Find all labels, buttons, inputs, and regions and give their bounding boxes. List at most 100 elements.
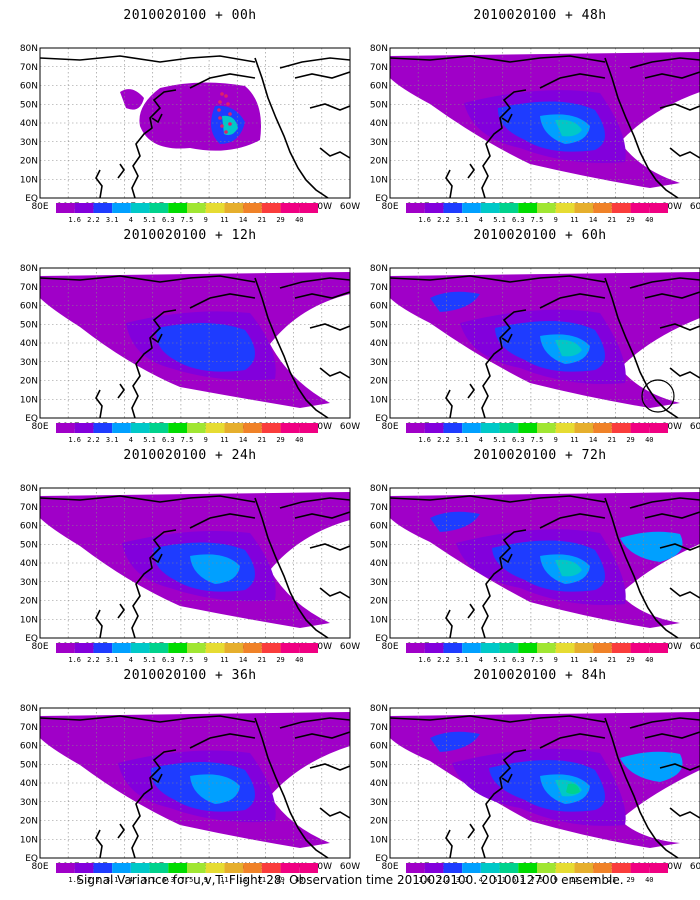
colorbar-tick-label: 29 [626,876,635,884]
colorbar-tick-label: 4 [128,436,133,444]
longitude-label: 80E [31,422,48,432]
coastline [467,603,475,619]
colorbar-swatch [499,863,519,873]
coastline [481,529,527,639]
colorbar-swatch [593,863,612,873]
latitude-label: 50N [370,760,388,770]
map-frame [39,707,351,859]
latitude-label: 20N [20,157,38,167]
colorbar-swatch [149,203,169,213]
coastline [659,763,700,771]
colorbar-tick-label: 3.1 [105,876,119,884]
colorbar-tick-label: 7.5 [530,656,544,664]
colorbar-tick-label: 1.6 [418,656,432,664]
colorbar-labels: 1.6 2.2 3.1 4 5.1 6.3 7.5 9 11 14 21 29 40 [406,656,686,666]
coastlines [39,495,351,639]
colorbar-swatch [649,203,668,213]
colorbar-labels: 1.6 2.2 3.1 4 5.1 6.3 7.5 9 11 14 21 29 40 [56,656,336,666]
colorbar-swatch [130,863,150,873]
colorbar-swatch [56,423,75,433]
coastline [189,513,256,529]
colorbar-tick-label: 40 [295,216,304,224]
coastline [254,277,329,419]
colorbar-swatch [630,643,650,653]
colorbar-swatch [574,203,594,213]
colorbar-swatch [112,203,131,213]
coastline [501,553,513,564]
flight-track-markers [217,92,232,134]
coastline [539,73,606,89]
coastlines [389,495,700,639]
colorbar-swatch [537,423,556,433]
colorbar-swatch [280,423,300,433]
colorbar-swatch [649,863,668,873]
latitude-label: 50N [20,320,38,330]
colorbar-tick-label: 29 [626,216,635,224]
colorbar [56,203,318,213]
colorbar-tick-label: 40 [295,656,304,664]
colorbar-swatch [499,423,519,433]
colorbar-tick-label: 4 [478,436,483,444]
latitude-label: 40N [370,119,388,129]
latitude-label: 80N [20,264,38,274]
colorbar-tick-label: 21 [607,656,617,664]
colorbar-swatch [299,863,318,873]
coastline [659,323,700,331]
colorbar-swatch [187,423,206,433]
colorbar-tick-label: 4 [478,656,483,664]
colorbar-swatch [555,643,575,653]
colorbar-tick-label: 9 [203,216,208,224]
colorbar-tick-label: 11 [220,656,229,664]
latitude-label: 80N [20,484,38,494]
colorbar-swatch [406,863,425,873]
colorbar-tick-label: 1.6 [68,876,82,884]
longitude-label: 80W [662,862,682,872]
variance-field [390,52,700,188]
latitude-label: 20N [370,817,388,827]
longitude-label: 60W [340,422,360,432]
flight-track-dot [220,124,224,128]
map-frame [39,487,351,639]
colorbar-swatch [168,423,187,433]
colorbar-swatch [130,203,150,213]
colorbar-swatch [555,203,575,213]
map-frame [389,487,700,639]
colorbar-swatch [224,863,244,873]
graticule [390,488,700,638]
coastline [659,543,700,551]
colorbar-swatch [611,863,631,873]
colorbar-swatch [611,643,631,653]
longitude-label: 80E [31,202,48,212]
coastline [481,749,527,859]
colorbar-tick-label: 14 [238,876,248,884]
coastline [279,717,351,729]
colorbar-swatch [205,643,225,653]
colorbar-tick-label: 9 [553,216,558,224]
colorbar-swatch [537,643,556,653]
colorbar-swatch [480,643,500,653]
colorbar-swatch [205,863,225,873]
colorbar-tick-label: 29 [276,656,285,664]
longitude-label: 60W [690,202,700,212]
colorbar-tick-label: 14 [588,216,598,224]
flight-track-dot [228,122,232,126]
colorbar-tick-label: 11 [220,876,229,884]
latitude-label: 70N [370,723,388,733]
latitude-label: 10N [370,175,388,185]
colorbar-swatch [443,203,463,213]
longitude-label: 60W [340,862,360,872]
colorbar-swatch [424,203,444,213]
latitude-label: EQ [375,194,388,204]
colorbar-tick-label: 14 [588,876,598,884]
colorbar-tick-label: 3.1 [105,436,119,444]
colorbar-swatch [424,863,444,873]
coastline [319,807,351,819]
colorbar-tick-label: 6.3 [161,216,175,224]
latitude-label: 30N [370,138,388,148]
variance-field [390,712,700,848]
colorbar-tick-label: 11 [570,656,579,664]
variance-field [390,492,700,628]
coastline [117,823,125,839]
coastline [294,511,351,519]
colorbar-swatch [280,203,300,213]
